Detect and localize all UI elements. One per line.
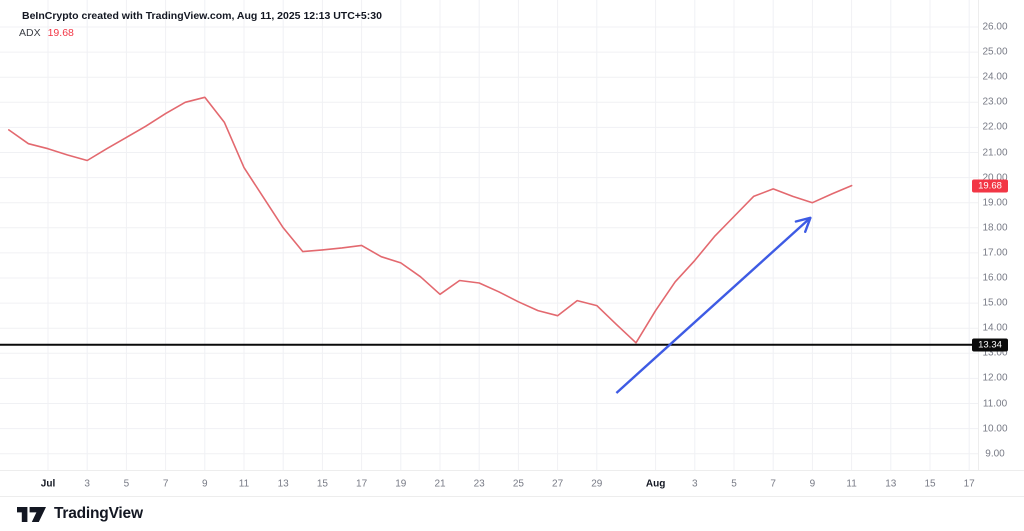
x-axis-label: 9 [809,478,816,489]
y-axis-label: 22.00 [982,121,1008,133]
trend-arrow-shaft[interactable] [615,216,812,394]
price-scale[interactable]: 19.68 13.34 26.00 25.00 24.00 23.00 22.00 21.… [972,0,1024,470]
y-axis-label: 14.00 [982,322,1008,334]
y-axis-label: 13.00 [982,347,1008,359]
y-axis-label: 21.00 [982,147,1008,158]
indicator-value: 19.68 [47,27,74,39]
tradingview-logo-text: TradingView [54,505,143,522]
x-axis-label: 29 [591,478,603,489]
x-axis-label: 25 [512,478,524,489]
x-axis-label: 13 [885,478,897,489]
y-axis-label: 23.00 [982,96,1008,108]
chart-plot-area[interactable]: BeInCrypto created with TradingView.com,… [0,0,978,470]
tradingview-logo[interactable]: TradingView [17,505,143,523]
y-axis-label: 9.00 [985,448,1005,460]
y-axis-label: 10.00 [982,423,1008,435]
tradingview-logo-icon [17,506,46,522]
footer: TradingView [0,497,1024,531]
y-axis-label: 17.00 [982,247,1008,259]
x-axis-label: 9 [202,478,208,489]
x-axis-label: 7 [162,478,169,489]
x-axis-label: 15 [924,478,936,489]
y-axis-label: 20.00 [982,172,1008,184]
reference-line-badge: 13.34 [972,338,1008,352]
x-axis-label: 11 [846,478,857,489]
y-axis-label: 24.00 [982,71,1008,83]
chart-canvas[interactable] [0,0,978,470]
x-axis-label: 5 [731,478,737,489]
y-axis-label: 25.00 [982,46,1008,58]
time-scale[interactable]: Jul 3 5 7 9 11 13 15 17 19 21 23 25 27 29 Aug 3 5 7 9 11 13 15… [0,470,1024,497]
x-axis-label: 15 [316,478,328,489]
x-axis-label: 19 [395,478,407,489]
x-axis-label: 13 [277,478,289,489]
x-axis-label: 11 [238,478,250,489]
x-axis-label: 3 [692,478,698,489]
indicator-legend: ADX 19.68 [19,27,74,39]
y-axis-label: 15.00 [982,297,1008,309]
x-axis-label: 21 [434,478,446,489]
y-axis-label: 18.00 [982,222,1008,234]
y-axis-label: 16.00 [982,272,1008,284]
x-axis-label: 17 [356,478,368,489]
x-axis-label: 27 [552,478,564,489]
y-axis-label: 19.00 [982,197,1008,209]
x-axis-label: Aug [645,478,666,489]
x-axis-label: 3 [84,478,90,489]
indicator-name: ADX [19,27,41,39]
y-axis-label: 26.00 [982,21,1008,33]
adx-line[interactable] [8,96,853,344]
x-axis-label: 5 [123,478,130,489]
x-axis-label: 23 [473,478,485,489]
x-axis-label: Jul [40,478,56,489]
last-value-badge: 19.68 [972,179,1008,193]
y-axis-label: 11.00 [982,398,1008,409]
x-axis-label: 7 [770,478,776,489]
trend-arrow-head [794,216,812,233]
attribution-text: BeInCrypto created with TradingView.com,… [22,10,382,22]
y-axis-label: 12.00 [982,372,1008,384]
x-axis-label: 17 [963,478,975,489]
